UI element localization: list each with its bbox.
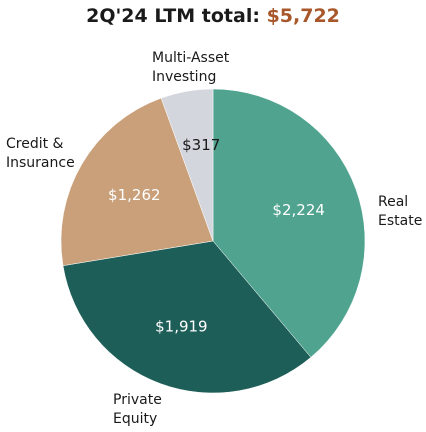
slice-value-label-private-equity: $1,919 (155, 318, 208, 336)
title-prefix: 2Q'24 LTM total: (86, 5, 260, 27)
category-label-credit-insurance: Credit & Insurance (6, 136, 75, 171)
slice-value-label-multi-asset-investing: $317 (182, 136, 220, 154)
pie-slice-credit-insurance (60, 97, 214, 266)
category-label-real-estate: Real Estate (378, 194, 422, 229)
slice-value-label-credit-insurance: $1,262 (108, 186, 161, 204)
chart-title: 2Q'24 LTM total: $5,722 (0, 4, 426, 28)
pie-slice-real-estate (212, 88, 366, 358)
pie-slice-multi-asset-investing (160, 88, 214, 242)
pie-slice-private-equity (62, 240, 312, 394)
slice-value-label-real-estate: $2,224 (272, 201, 325, 219)
category-label-private-equity: Private Equity (113, 392, 162, 427)
category-label-multi-asset-investing: Multi-Asset Investing (152, 50, 230, 85)
title-total: $5,722 (266, 5, 340, 27)
